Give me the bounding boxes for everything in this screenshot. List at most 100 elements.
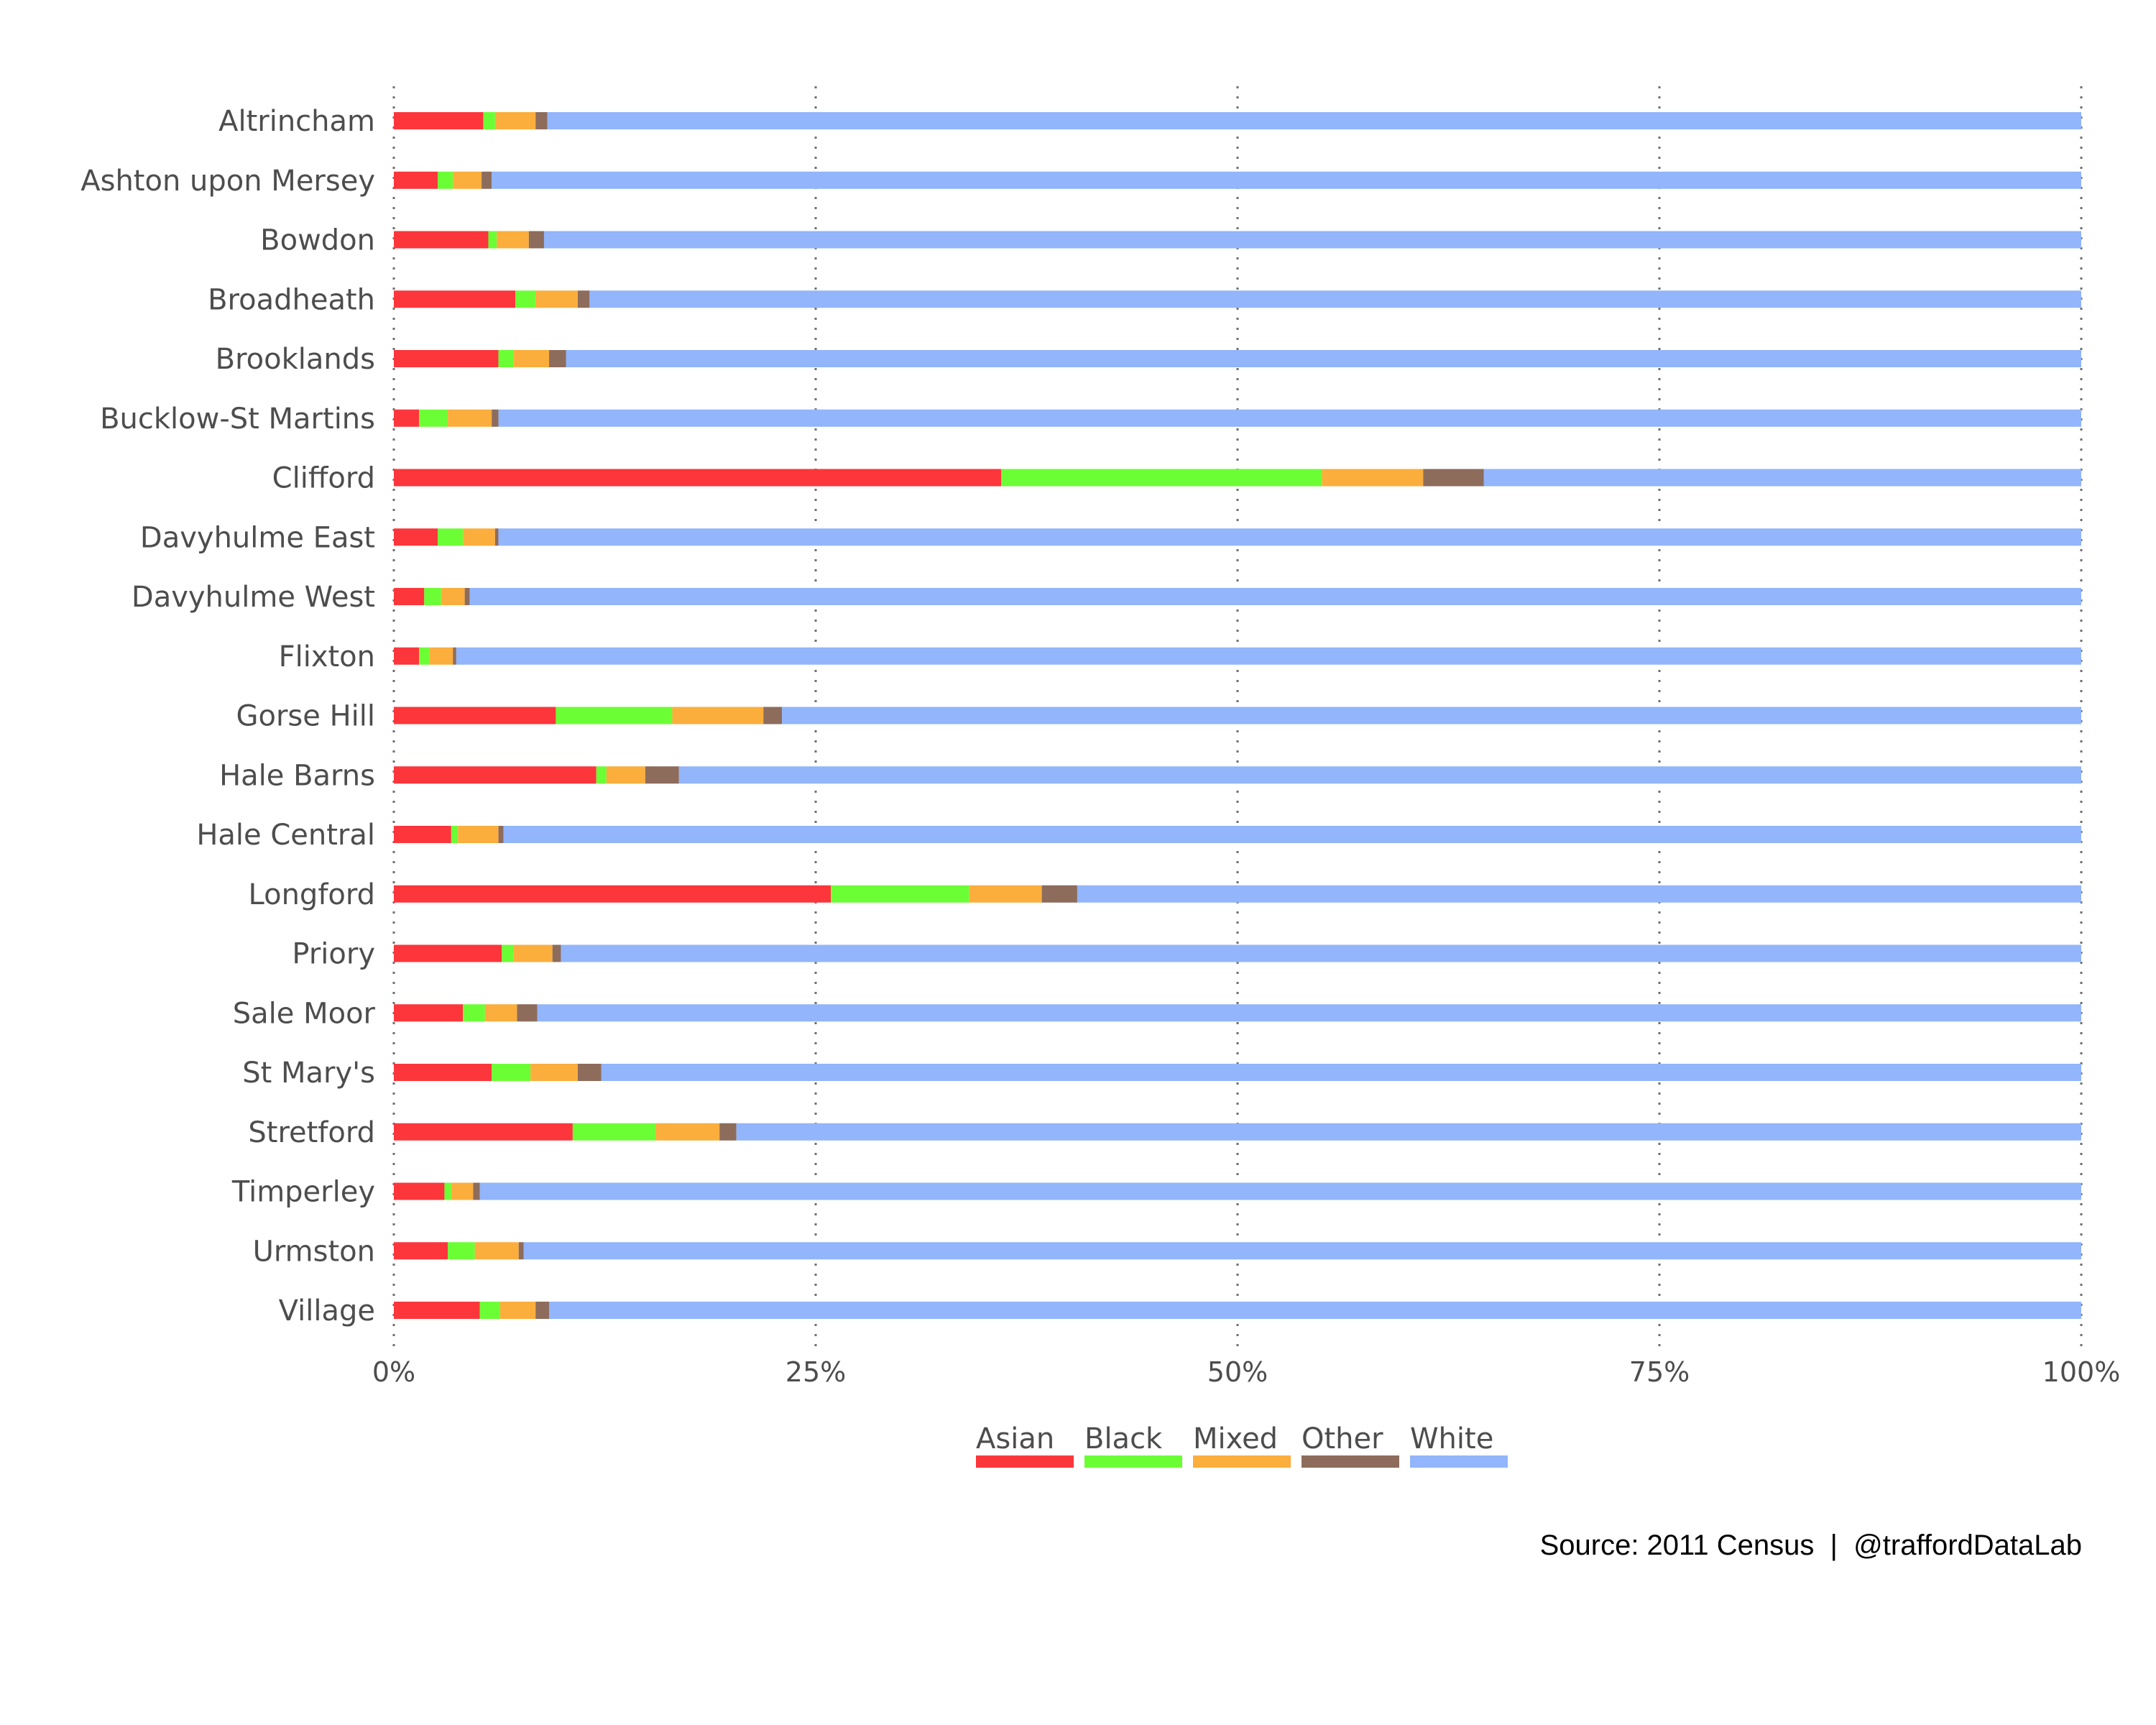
bar-segment <box>483 112 495 129</box>
bar-segment <box>517 1004 538 1022</box>
legend-label: Asian <box>976 1422 1054 1455</box>
bar-segment <box>537 1004 2081 1022</box>
bar-segment <box>1322 469 1424 487</box>
bar-segment <box>394 588 425 605</box>
category-label: St Mary's <box>242 1057 375 1090</box>
bar-segment <box>502 944 514 962</box>
bar-segment <box>458 826 499 843</box>
bar-segment <box>473 1182 480 1200</box>
bar-segment <box>549 1302 2081 1319</box>
bar-segment <box>394 350 499 367</box>
bar-segment <box>535 290 578 308</box>
bar-segment <box>1041 885 1077 903</box>
bar-segment <box>438 171 453 189</box>
bar-segment <box>494 528 499 546</box>
bar-segment <box>499 1302 536 1319</box>
bar-segment <box>394 1242 448 1260</box>
bar-segment <box>441 588 465 605</box>
bar-segment <box>655 1123 720 1141</box>
category-labels: Altrincham Ashton upon Mersey Bowdon Broadh… <box>80 105 375 1328</box>
category-label: Altrincham <box>218 105 375 138</box>
bar-segment <box>451 826 459 843</box>
bar-segment <box>394 290 516 308</box>
bar-segment <box>566 350 2081 367</box>
bar-segment <box>394 528 438 546</box>
bar-segment <box>394 885 831 903</box>
bar-segment <box>394 1302 480 1319</box>
category-label: Sale Moor <box>233 997 376 1030</box>
bar-segment <box>678 766 2081 784</box>
bar-segment <box>394 826 451 843</box>
bar-segment <box>572 1123 655 1141</box>
category-label: Village <box>279 1294 375 1328</box>
legend-label: Mixed <box>1193 1422 1278 1455</box>
bar-segment <box>429 647 453 665</box>
bar-segment <box>394 1182 445 1200</box>
bar-segment <box>513 350 550 367</box>
x-tick-label: 0% <box>372 1356 415 1388</box>
bar-segment <box>606 766 645 784</box>
bar-segment <box>479 1302 500 1319</box>
category-label: Davyhulme West <box>132 581 375 614</box>
bar-segment <box>518 1242 524 1260</box>
category-label: Davyhulme East <box>140 521 375 554</box>
bar-segment <box>577 1064 602 1081</box>
bar-segment <box>453 171 482 189</box>
legend-label: Black <box>1084 1422 1163 1455</box>
bar-segment <box>394 707 556 724</box>
bar-segment <box>394 409 420 427</box>
bar-segment <box>419 409 448 427</box>
bar-segment <box>394 1123 573 1141</box>
bar-segment <box>451 1182 474 1200</box>
x-tick-label: 25% <box>786 1356 846 1388</box>
x-tick-label: 100% <box>2042 1356 2121 1388</box>
category-label: Priory <box>292 938 375 971</box>
bar-segment <box>444 1182 451 1200</box>
bar-segment <box>394 231 489 249</box>
bar-segment <box>394 766 596 784</box>
legend-swatch <box>976 1455 1074 1468</box>
bar-segment <box>782 707 2081 724</box>
bar-segment <box>831 885 969 903</box>
bar-segment <box>394 1064 492 1081</box>
category-label: Gorse Hill <box>236 700 376 733</box>
bars <box>394 112 2082 1319</box>
category-label: Urmston <box>253 1235 375 1268</box>
bar-segment <box>523 1242 2082 1260</box>
bar-segment <box>479 1182 2081 1200</box>
bar-segment <box>394 112 484 129</box>
bar-segment <box>492 171 2081 189</box>
category-label: Ashton upon Mersey <box>80 165 375 198</box>
category-label: Stretford <box>248 1116 375 1149</box>
bar-segment <box>530 1064 578 1081</box>
bar-segment <box>561 944 2081 962</box>
legend: Asian Black Mixed Other White <box>976 1422 1508 1468</box>
bar-segment <box>969 885 1042 903</box>
bar-segment <box>494 112 536 129</box>
legend-swatch <box>1193 1455 1291 1468</box>
bar-segment <box>469 588 2082 605</box>
bar-segment <box>464 588 470 605</box>
bar-segment <box>535 1302 550 1319</box>
bar-segment <box>498 826 504 843</box>
bar-segment <box>497 231 529 249</box>
category-label: Flixton <box>279 640 375 673</box>
bar-segment <box>394 647 420 665</box>
category-label: Brooklands <box>216 343 375 376</box>
x-axis-ticks: 0% 25% 50% 75% 100% <box>372 1356 2120 1388</box>
bar-segment <box>424 588 441 605</box>
bar-segment <box>474 1242 519 1260</box>
category-label: Bucklow-St Martins <box>100 402 375 436</box>
legend-label: White <box>1410 1422 1493 1455</box>
category-label: Bowdon <box>260 224 375 257</box>
bar-segment <box>535 112 548 129</box>
category-label: Timperley <box>231 1176 375 1209</box>
bar-segment <box>456 647 2081 665</box>
bar-segment <box>498 409 2082 427</box>
x-tick-label: 75% <box>1629 1356 1690 1388</box>
bar-segment <box>1001 469 1322 487</box>
legend-swatch <box>1410 1455 1508 1468</box>
source-caption: Source: 2011 Census | @traffordDataLab <box>1539 1530 2082 1561</box>
bar-segment <box>438 528 464 546</box>
